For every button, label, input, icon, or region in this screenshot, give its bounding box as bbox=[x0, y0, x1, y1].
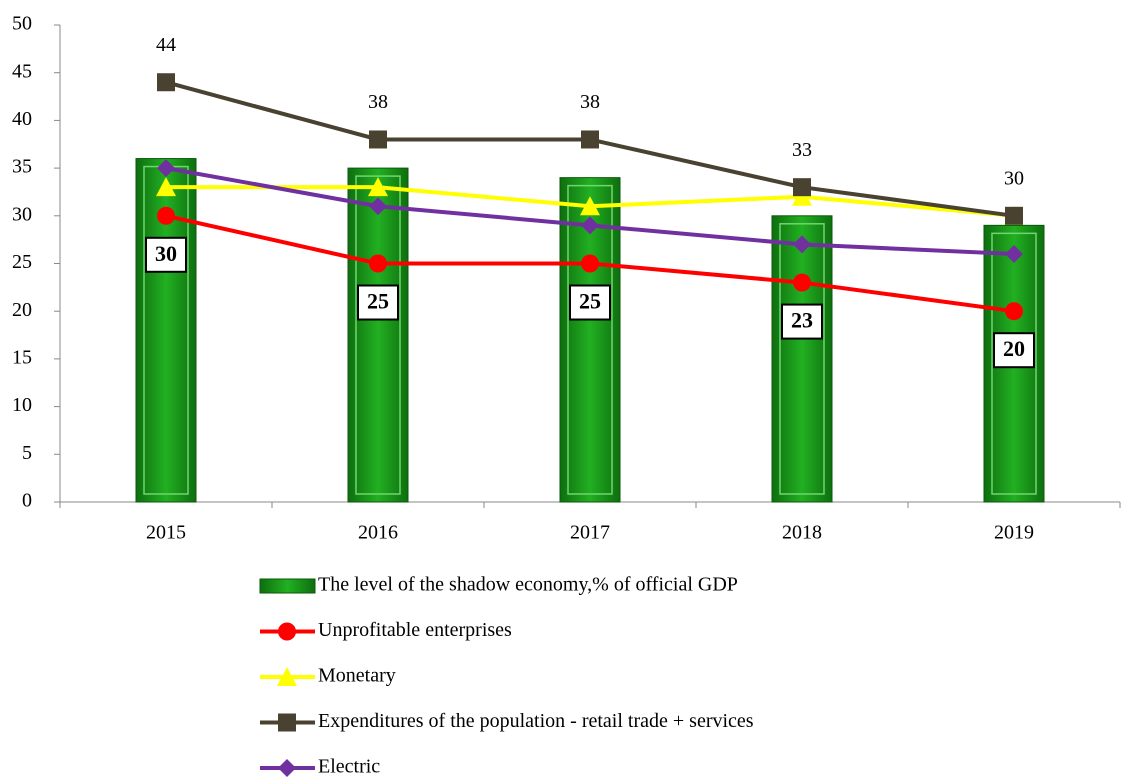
x-tick-label: 2018 bbox=[782, 522, 822, 544]
y-tick-label: 15 bbox=[12, 346, 32, 368]
bar bbox=[771, 215, 833, 503]
legend-marker bbox=[278, 759, 296, 777]
marker bbox=[369, 197, 387, 216]
y-tick-label: 50 bbox=[12, 13, 32, 35]
data-label: 25 bbox=[579, 289, 601, 314]
marker bbox=[581, 216, 599, 235]
marker bbox=[157, 73, 175, 92]
data-label: 23 bbox=[791, 308, 813, 333]
y-tick-label: 20 bbox=[12, 299, 32, 321]
data-label: 20 bbox=[1003, 336, 1025, 361]
bar-bevel bbox=[567, 184, 613, 495]
marker bbox=[157, 206, 175, 225]
marker bbox=[156, 177, 176, 197]
marker bbox=[793, 178, 811, 197]
legend-swatch bbox=[259, 578, 316, 594]
marker bbox=[581, 254, 599, 273]
data-label: 30 bbox=[155, 241, 177, 266]
data-label: 38 bbox=[580, 91, 600, 113]
marker bbox=[369, 130, 387, 149]
y-tick-label: 5 bbox=[22, 442, 32, 464]
data-label-box bbox=[781, 303, 823, 340]
data-label: 30 bbox=[1004, 167, 1024, 189]
legend-label: Unprofitable enterprises bbox=[318, 619, 512, 641]
marker bbox=[1005, 206, 1023, 225]
data-label-box bbox=[145, 236, 187, 273]
y-tick-label: 25 bbox=[12, 251, 32, 273]
bar-bevel bbox=[355, 175, 401, 495]
legend-label: The level of the shadow economy,% of off… bbox=[318, 574, 738, 596]
legend-label: Electric bbox=[318, 756, 380, 778]
x-tick-label: 2015 bbox=[146, 522, 186, 544]
data-label: 33 bbox=[792, 139, 812, 161]
legend-label: Monetary bbox=[318, 665, 396, 687]
y-tick-label: 0 bbox=[22, 490, 32, 512]
marker bbox=[581, 130, 599, 149]
marker bbox=[368, 177, 388, 197]
marker bbox=[369, 254, 387, 273]
bar bbox=[347, 167, 409, 503]
y-tick-label: 40 bbox=[12, 108, 32, 130]
y-tick-label: 45 bbox=[12, 60, 32, 82]
marker bbox=[1005, 302, 1023, 321]
marker bbox=[793, 273, 811, 292]
bar-bevel bbox=[779, 223, 825, 495]
data-label-box bbox=[569, 284, 611, 321]
legend-marker bbox=[278, 713, 296, 732]
x-tick-label: 2019 bbox=[994, 522, 1034, 544]
y-tick-label: 10 bbox=[12, 394, 32, 416]
marker bbox=[580, 196, 600, 216]
marker bbox=[793, 235, 811, 254]
data-label: 38 bbox=[368, 91, 388, 113]
legend-label: Expenditures of the population - retail … bbox=[318, 710, 754, 732]
data-label-box bbox=[993, 332, 1035, 369]
data-label: 44 bbox=[156, 34, 176, 56]
legend-marker bbox=[278, 622, 296, 641]
legend-marker bbox=[277, 667, 297, 686]
marker bbox=[792, 186, 812, 206]
marker bbox=[157, 159, 175, 178]
x-tick-label: 2017 bbox=[570, 522, 610, 544]
y-tick-label: 35 bbox=[12, 156, 32, 178]
marker bbox=[1005, 244, 1023, 263]
x-tick-label: 2016 bbox=[358, 522, 398, 544]
data-label-box bbox=[357, 284, 399, 321]
bar-bevel bbox=[991, 232, 1037, 495]
y-tick-label: 30 bbox=[12, 203, 32, 225]
data-label: 25 bbox=[367, 289, 389, 314]
